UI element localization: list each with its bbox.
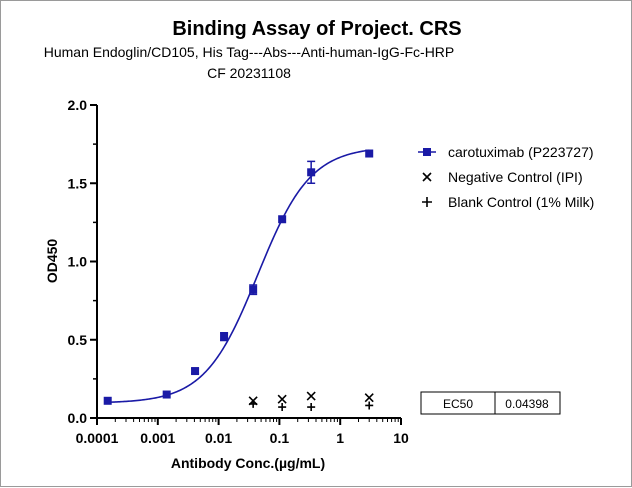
y-tick-label: 0.0 (68, 410, 88, 426)
data-point-square (103, 396, 112, 405)
data-point-tick (249, 399, 258, 408)
legend-marker-square (423, 148, 431, 156)
data-point-square (278, 215, 287, 224)
x-tick-label: 0.0001 (76, 430, 119, 446)
x-tick-label: 10 (393, 430, 409, 446)
x-tick-label: 0.01 (205, 430, 232, 446)
data-point-x (277, 394, 287, 404)
chart-title: Binding Assay of Project. CRS (172, 18, 461, 40)
data-point-square (162, 390, 171, 399)
fit-curve (107, 149, 370, 404)
y-tick-label: 2.0 (68, 97, 88, 113)
y-tick-label: 1.0 (68, 254, 88, 270)
data-point-square (191, 367, 200, 376)
y-axis-title: OD450 (44, 239, 60, 284)
x-tick-label: 0.1 (270, 430, 290, 446)
legend: carotuximab (P223727) Negative Control (I… (418, 144, 594, 210)
points-layer (103, 149, 374, 412)
ec50-value: 0.04398 (505, 397, 549, 411)
data-point-tick (307, 403, 316, 412)
x-tick-label: 0.001 (140, 430, 175, 446)
y-axis: 0.0 0.5 1.0 1.5 2.0 (68, 97, 98, 426)
fit-curve-layer (107, 149, 370, 404)
data-point-square (220, 332, 229, 341)
data-point-x (364, 393, 374, 403)
legend-marker-tick (422, 197, 432, 207)
chart-subtitle-line-1: Human Endoglin/CD105, His Tag---Abs---An… (44, 44, 455, 60)
data-point-tick (278, 403, 287, 412)
legend-label: Negative Control (IPI) (448, 169, 583, 185)
legend-label: Blank Control (1% Milk) (448, 194, 594, 210)
data-point-tick (365, 401, 374, 410)
x-axis-title: Antibody Conc.(µg/mL) (171, 455, 325, 471)
ec50-value-cell (494, 391, 561, 415)
ec50-label: EC50 (443, 397, 473, 411)
data-point-square (249, 285, 258, 294)
ec50-table: EC50 0.04398 (420, 391, 561, 415)
legend-marker-x (422, 172, 432, 182)
y-tick-label: 1.5 (68, 175, 88, 191)
data-point-square (307, 168, 316, 177)
data-point-x (306, 391, 316, 401)
data-point-square (365, 149, 374, 158)
legend-label: carotuximab (P223727) (448, 144, 594, 160)
x-axis: 0.0001 0.001 0.01 0.1 1 10 (76, 417, 409, 446)
chart-subtitle-line-2: CF 20231108 (207, 65, 291, 81)
y-tick-label: 0.5 (68, 332, 88, 348)
x-tick-label: 1 (336, 430, 344, 446)
